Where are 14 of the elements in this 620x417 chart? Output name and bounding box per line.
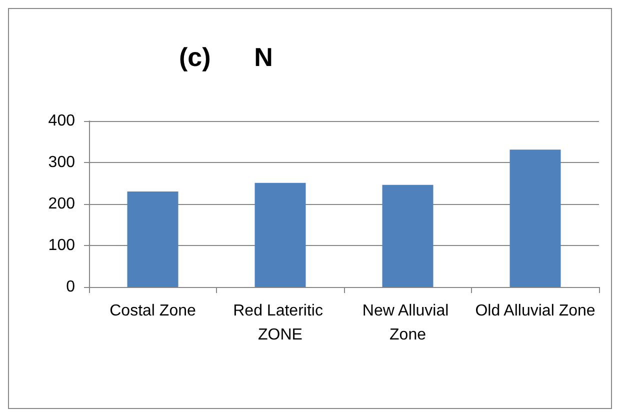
x-tick-label: Costal Zone: [110, 302, 196, 320]
y-tick-label: 400: [48, 112, 76, 130]
y-tick-label: 300: [48, 154, 76, 171]
bar: [254, 182, 306, 287]
bar: [382, 184, 434, 287]
bar: [510, 150, 561, 287]
y-tick-label: 200: [48, 196, 76, 212]
x-tick-label: Red Lateritic ZONE: [233, 302, 328, 344]
chart-title: (c) N: [179, 42, 273, 72]
y-tick-label: 100: [48, 237, 76, 254]
y-tick-label: 0: [66, 278, 76, 296]
bar: [127, 192, 178, 287]
x-tick-label: Old Alluvial Zone: [475, 302, 596, 320]
x-tick-label: New Alluvial Zone: [362, 302, 454, 344]
